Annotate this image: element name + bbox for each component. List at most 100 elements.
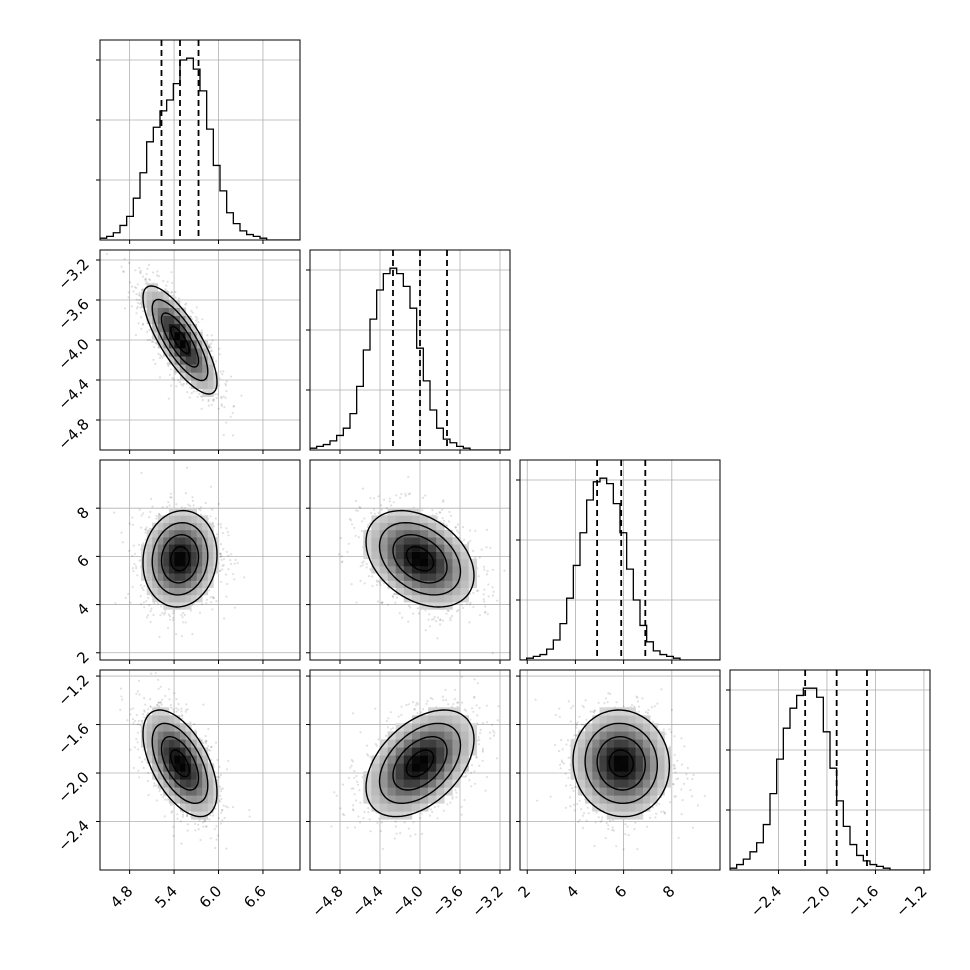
- scatter-point: [484, 610, 487, 614]
- density-cell: [174, 602, 181, 610]
- scatter-point: [148, 338, 152, 341]
- scatter-point: [212, 398, 215, 401]
- density-cell: [403, 587, 413, 596]
- density-cell: [180, 315, 186, 325]
- scatter-point: [147, 614, 150, 617]
- scatter-point: [360, 529, 363, 533]
- scatter-point: [439, 511, 442, 514]
- density-cell: [468, 558, 477, 567]
- density-cell: [180, 537, 186, 545]
- scatter-point: [219, 800, 222, 803]
- scatter-point: [229, 559, 232, 562]
- scatter-point: [171, 290, 174, 293]
- scatter-point: [350, 523, 354, 526]
- scatter-point: [465, 602, 468, 605]
- density-cell: [174, 558, 181, 567]
- density-cell: [207, 356, 214, 365]
- density-cell: [174, 594, 181, 603]
- density-cell: [174, 522, 181, 531]
- density-cell: [174, 529, 181, 538]
- density-cell: [180, 580, 186, 588]
- density-cell: [428, 558, 437, 567]
- scatter-point: [353, 526, 356, 529]
- scatter-point: [454, 526, 457, 529]
- scatter-point: [416, 607, 419, 610]
- density-cell: [202, 558, 209, 567]
- scatter-point: [224, 396, 227, 399]
- density-cell: [395, 580, 405, 588]
- scatter-point: [135, 567, 138, 570]
- density-cell: [191, 529, 197, 538]
- scatter-point: [148, 278, 152, 282]
- density-cell: [146, 566, 153, 574]
- density-cell: [174, 537, 181, 545]
- scatter-point: [210, 758, 213, 761]
- histogram-bars: [310, 267, 510, 450]
- scatter-point: [204, 740, 207, 744]
- scatter-point: [400, 493, 403, 496]
- density-cell: [379, 515, 388, 523]
- scatter-point: [210, 346, 213, 349]
- scatter-point: [205, 825, 208, 828]
- scatter-point: [463, 538, 466, 541]
- scatter-point: [469, 539, 472, 543]
- scatter-point: [159, 701, 162, 704]
- density-cell: [387, 580, 396, 588]
- scatter-point: [485, 546, 488, 549]
- scatter-point: [477, 575, 480, 578]
- scatter-point: [231, 411, 234, 415]
- scatter-point: [473, 556, 477, 559]
- scatter-point: [128, 522, 131, 525]
- density-cell: [191, 573, 197, 581]
- density-cell: [180, 551, 186, 560]
- scatter-point: [365, 563, 368, 566]
- scatter-point: [355, 601, 358, 604]
- scatter-point: [380, 601, 383, 604]
- scatter-point: [491, 586, 494, 589]
- scatter-point: [211, 608, 214, 611]
- scatter-point: [155, 784, 158, 787]
- density-cell: [141, 558, 147, 567]
- scatter-point: [219, 822, 222, 825]
- scatter-point: [155, 517, 158, 520]
- scatter-point: [212, 814, 215, 817]
- density-cell: [452, 566, 461, 574]
- scatter-point: [181, 384, 184, 387]
- scatter-point: [171, 377, 174, 380]
- scatter-point: [127, 296, 130, 299]
- contour-line: [405, 545, 435, 572]
- scatter-point: [132, 766, 135, 770]
- scatter-point: [165, 505, 169, 508]
- scatter-point: [136, 283, 139, 286]
- density-cell: [436, 602, 445, 610]
- density-cell: [202, 380, 209, 389]
- scatter-point: [207, 404, 210, 407]
- scatter-point: [391, 596, 395, 599]
- scatter-point: [146, 281, 149, 284]
- density-cell: [452, 573, 461, 581]
- scatter-point: [407, 493, 410, 496]
- scatter-point: [221, 568, 224, 571]
- panel-frame: [519, 459, 721, 661]
- scatter-point: [123, 257, 126, 261]
- scatter-point: [196, 395, 199, 398]
- density-cell: [180, 508, 186, 516]
- scatter-point: [225, 595, 228, 598]
- scatter-point: [478, 556, 481, 559]
- scatter-point: [177, 708, 180, 711]
- scatter-point: [482, 598, 485, 601]
- scatter-point: [191, 311, 194, 314]
- panel-frame: [99, 249, 301, 451]
- density-cell: [185, 364, 192, 373]
- scatter-point: [180, 842, 183, 845]
- scatter-point: [220, 797, 223, 801]
- scatter-point: [373, 497, 376, 500]
- density-cell: [157, 558, 164, 567]
- density-cell: [196, 537, 203, 545]
- scatter-point: [225, 527, 228, 530]
- scatter-point: [161, 611, 164, 615]
- scatter-point: [486, 570, 489, 573]
- scatter-point: [340, 555, 343, 558]
- scatter-point: [199, 506, 202, 509]
- scatter-point: [366, 525, 369, 529]
